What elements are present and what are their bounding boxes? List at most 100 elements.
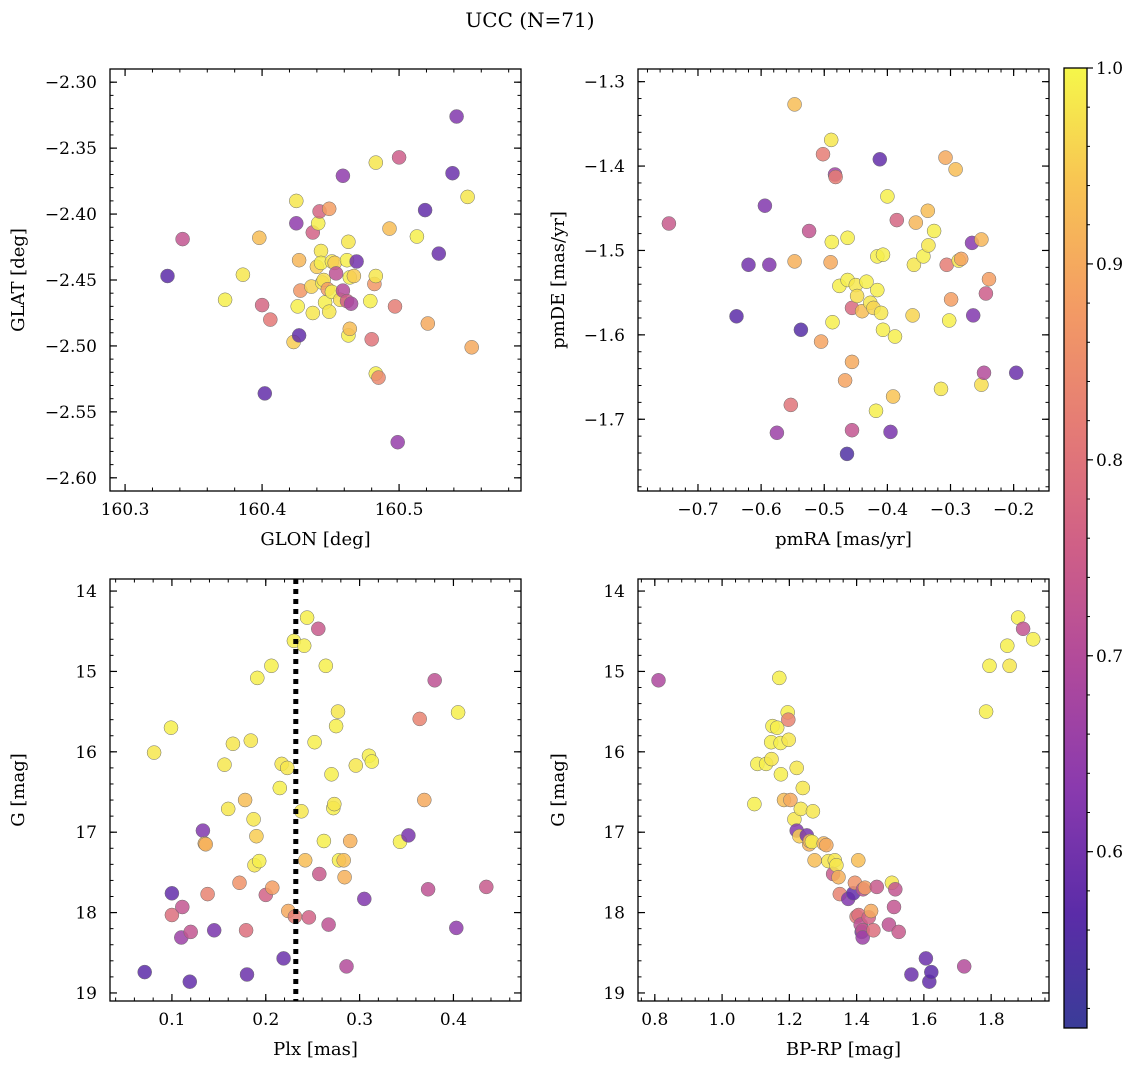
y-tick-label: 19 (75, 984, 97, 1004)
data-point (844, 422, 860, 438)
data-point (1002, 658, 1017, 674)
data-point (297, 853, 313, 868)
data-point (772, 670, 787, 686)
y-tick-label: −2.40 (45, 205, 97, 225)
data-point (164, 886, 180, 901)
data-point (307, 734, 322, 750)
data-point (250, 670, 265, 686)
data-point (762, 257, 777, 273)
data-point (828, 169, 843, 185)
colorbar-tick-label: 0.6 (1096, 843, 1123, 863)
y-tick-label: 18 (603, 904, 625, 924)
x-tick-label: 160.3 (101, 500, 150, 520)
data-point (943, 292, 959, 307)
data-point (863, 903, 879, 919)
data-point (328, 718, 344, 734)
data-point (160, 268, 175, 284)
data-point (885, 389, 901, 404)
data-point (237, 792, 253, 808)
data-point (387, 299, 403, 314)
data-point (305, 305, 321, 321)
data-point (289, 216, 304, 231)
data-point (146, 745, 162, 760)
data-point (787, 254, 802, 269)
data-point (868, 403, 884, 419)
y-tick-label: 15 (603, 662, 625, 682)
data-point (926, 223, 942, 239)
data-point (825, 314, 840, 330)
y-tick-label: −1.4 (584, 157, 625, 177)
data-point (840, 230, 855, 246)
data-point (280, 760, 295, 776)
colorbar-tick-label: 0.9 (1096, 255, 1123, 275)
data-point (368, 155, 384, 170)
y-tick-label: −1.5 (584, 241, 625, 261)
scatter-points (651, 610, 1041, 989)
data-point (920, 203, 936, 219)
y-axis-label: pmDE [mas/yr] (548, 211, 569, 349)
data-point (175, 231, 190, 247)
data-point (783, 792, 798, 808)
data-point (764, 751, 779, 767)
data-point (941, 313, 957, 328)
data-point (328, 266, 344, 281)
data-point (886, 899, 902, 915)
data-point (769, 425, 785, 441)
data-point (336, 853, 351, 868)
data-point (918, 951, 934, 966)
data-point (787, 97, 802, 112)
data-point (391, 150, 407, 165)
x-tick-label: 0.2 (252, 1010, 279, 1030)
data-point (883, 424, 898, 440)
data-point (445, 165, 460, 181)
data-point (948, 162, 963, 177)
data-point (327, 796, 342, 812)
y-tick-label: −1.6 (584, 326, 625, 346)
data-point (976, 365, 992, 381)
data-point (981, 271, 997, 287)
data-point (272, 780, 288, 796)
data-point (321, 304, 337, 319)
data-point (321, 917, 336, 932)
data-point (164, 907, 180, 923)
data-point (254, 297, 270, 313)
data-point (953, 251, 969, 267)
data-point (855, 930, 870, 945)
data-point (978, 286, 994, 301)
data-point (316, 833, 332, 849)
data-point (870, 282, 885, 298)
data-point (346, 268, 362, 284)
data-point (905, 308, 920, 323)
y-tick-label: −2.50 (45, 337, 97, 357)
data-point (844, 354, 860, 370)
data-point (427, 673, 442, 688)
x-tick-label: 1.6 (910, 1010, 937, 1030)
scatter-points (137, 610, 494, 989)
x-tick-label: −0.4 (867, 500, 908, 520)
data-point (823, 132, 839, 148)
data-point (390, 434, 405, 450)
data-point (232, 875, 247, 891)
data-point (249, 828, 264, 844)
plot-frame (109, 578, 522, 1002)
data-point (348, 758, 364, 773)
data-point (781, 732, 796, 748)
data-point (330, 704, 346, 719)
data-point (1015, 621, 1031, 637)
data-point (824, 234, 840, 250)
data-point (921, 238, 936, 253)
data-point (789, 760, 804, 776)
data-point (449, 920, 464, 936)
data-point (371, 370, 386, 385)
data-point (343, 296, 359, 311)
data-point (235, 267, 251, 282)
data-point (793, 322, 809, 338)
data-point (401, 828, 416, 843)
data-point (773, 767, 789, 782)
data-point (866, 923, 881, 938)
data-point (1025, 632, 1041, 647)
x-tick-label: −0.2 (993, 500, 1034, 520)
data-point (417, 202, 433, 218)
data-point (341, 234, 356, 250)
colorbar-tick-label: 0.7 (1096, 647, 1123, 667)
